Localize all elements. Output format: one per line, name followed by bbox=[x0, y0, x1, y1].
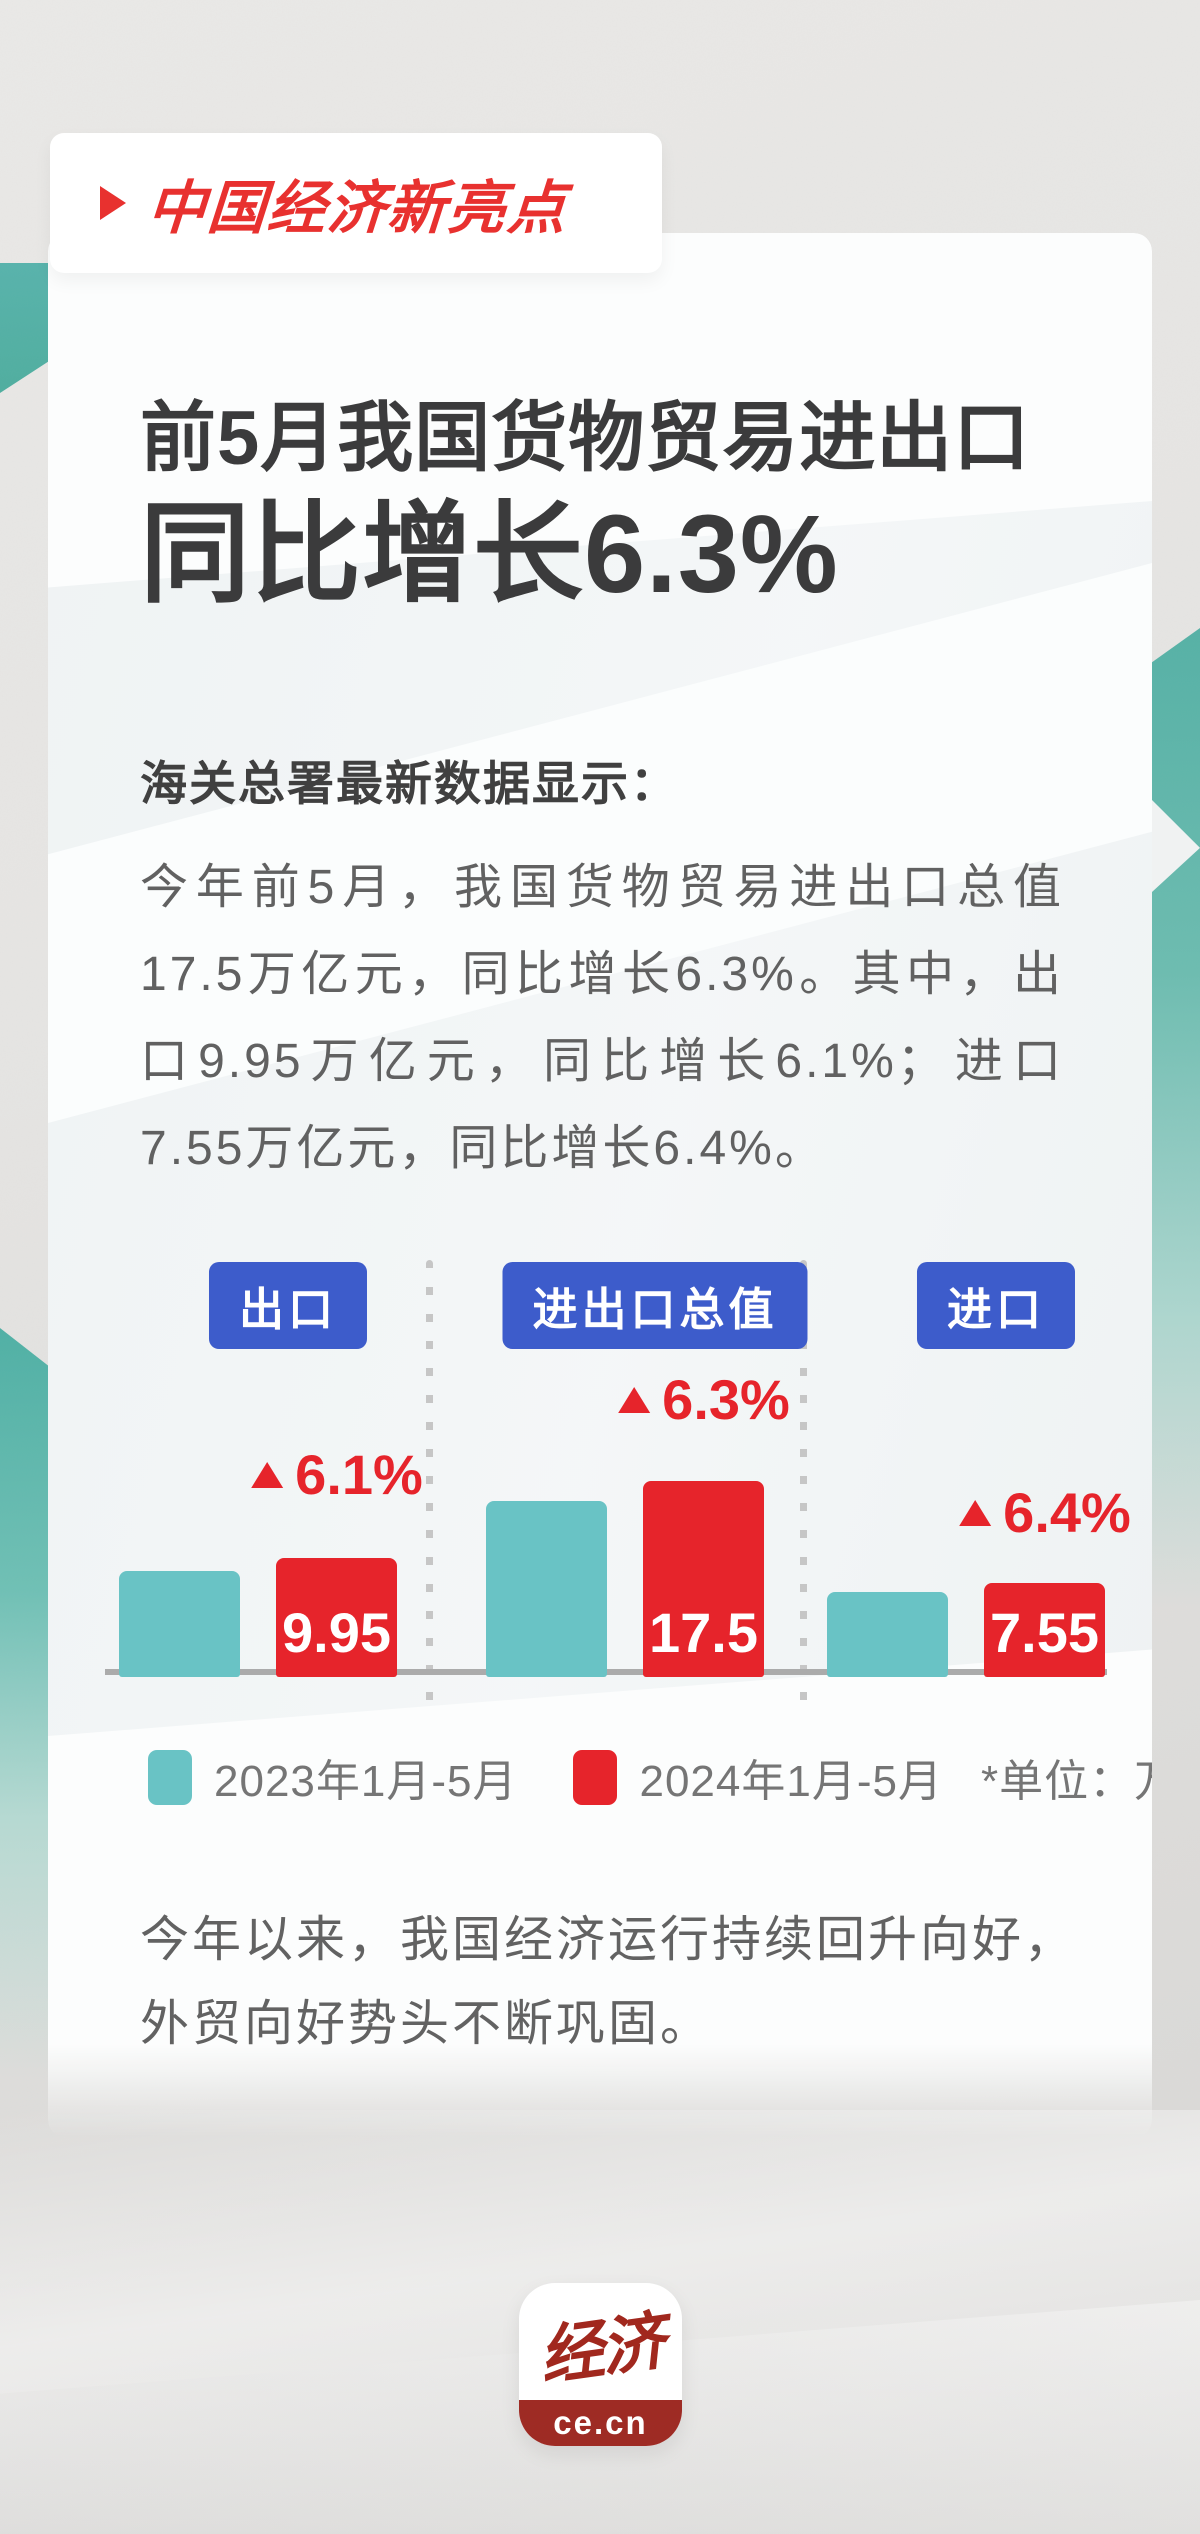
legend-swatch-2024 bbox=[573, 1749, 618, 1805]
bar-2024: 7.55 bbox=[984, 1583, 1105, 1677]
chart-group-import: 进口 6.4% 7.55 bbox=[814, 1262, 1131, 1677]
category-badge: 进出口总值 bbox=[502, 1262, 808, 1349]
category-badge: 进口 bbox=[916, 1262, 1076, 1349]
bar-2023 bbox=[486, 1501, 607, 1677]
conclusion-text: 今年以来，我国经济运行持续回升向好， 外贸向好势头不断巩固。 bbox=[140, 1898, 1076, 2066]
report-text: 海关总署最新数据显示： 今年前5月，我国货物贸易进出口总值17.5万亿元，同比增… bbox=[140, 745, 1064, 1192]
increase-triangle-icon bbox=[618, 1386, 651, 1413]
content-card: 前5月我国货物贸易进出口 同比增长6.3% 海关总署最新数据显示： 今年前5月，… bbox=[48, 233, 1152, 2138]
bar-2023 bbox=[827, 1592, 948, 1677]
report-heading: 海关总署最新数据显示： bbox=[140, 757, 679, 810]
yoy-change-label: 6.3% bbox=[618, 1367, 790, 1432]
conclusion-line2: 外贸向好势头不断巩固。 bbox=[140, 1997, 713, 2051]
category-badge: 出口 bbox=[208, 1262, 368, 1349]
bar-2023 bbox=[119, 1571, 240, 1677]
headline-line2: 同比增长6.3% bbox=[140, 492, 839, 616]
play-triangle-icon bbox=[100, 186, 126, 220]
kicker-label: 中国经济新亮点 bbox=[145, 176, 570, 241]
dotted-separator-1 bbox=[426, 1260, 433, 1708]
legend-label-2024: 2024年1月-5月 bbox=[639, 1757, 943, 1806]
increase-triangle-icon bbox=[251, 1461, 284, 1488]
trade-bar-chart: 出口 6.1% 9.95 进出口总值 6.3% bbox=[48, 1260, 1152, 1708]
yoy-change-label: 6.4% bbox=[959, 1480, 1131, 1545]
cecn-logo: 经济 ce.cn bbox=[519, 2283, 682, 2446]
bar-value-label: 17.5 bbox=[649, 1601, 758, 1664]
bar-2024: 9.95 bbox=[276, 1558, 397, 1677]
bar-pair: 9.95 bbox=[108, 1558, 408, 1677]
conclusion-line1: 今年以来，我国经济运行持续回升向好， bbox=[140, 1913, 1077, 1967]
chart-group-export: 出口 6.1% 9.95 bbox=[108, 1262, 423, 1677]
bar-value-label: 9.95 bbox=[282, 1601, 391, 1664]
logo-domain: ce.cn bbox=[519, 2400, 682, 2446]
bar-pair: 17.5 bbox=[472, 1481, 778, 1677]
teal-accent-right bbox=[1152, 628, 1200, 1608]
chart-legend: 2023年1月-5月 2024年1月-5月 *单位：万亿元 bbox=[148, 1745, 1152, 1809]
bar-pair: 7.55 bbox=[814, 1583, 1118, 1677]
increase-triangle-icon bbox=[959, 1499, 992, 1526]
yoy-change-label: 6.1% bbox=[251, 1442, 423, 1507]
teal-accent-top-left bbox=[0, 263, 48, 393]
legend-label-2023: 2023年1月-5月 bbox=[214, 1757, 518, 1806]
bar-2024: 17.5 bbox=[643, 1481, 764, 1677]
chart-group-total: 进出口总值 6.3% 17.5 bbox=[472, 1262, 808, 1677]
teal-accent-left bbox=[0, 1328, 48, 2078]
bar-value-label: 7.55 bbox=[990, 1601, 1099, 1664]
headline-line1: 前5月我国货物贸易进出口 bbox=[140, 396, 1031, 481]
kicker-banner: 中国经济新亮点 bbox=[50, 133, 662, 273]
report-paragraph: 今年前5月，我国货物贸易进出口总值17.5万亿元，同比增长6.3%。其中，出口9… bbox=[140, 861, 1064, 1175]
legend-swatch-2023 bbox=[148, 1749, 192, 1805]
logo-wordmark: 经济 bbox=[534, 2303, 668, 2396]
unit-note: *单位：万亿元 bbox=[980, 1757, 1152, 1806]
headline: 前5月我国货物贸易进出口 同比增长6.3% bbox=[140, 393, 1030, 618]
